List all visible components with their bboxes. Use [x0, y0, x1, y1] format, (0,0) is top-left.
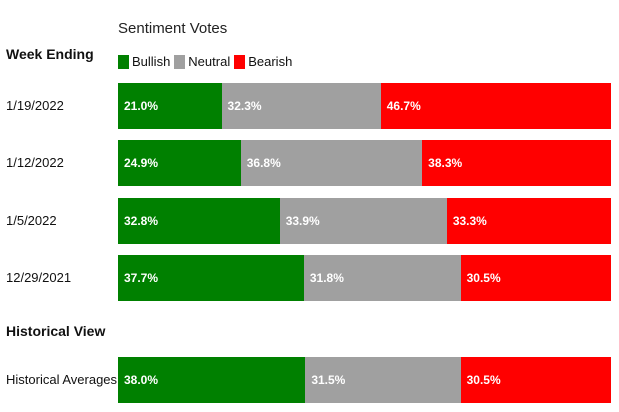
data-label: 31.8%	[309, 271, 344, 285]
bar-row-2: 32.8% 33.9% 33.3%	[118, 198, 611, 244]
data-label: 30.5%	[466, 271, 501, 285]
bar-segment-neutral: 33.9%	[279, 198, 447, 244]
row-label-historical: Historical Averages	[6, 372, 118, 387]
bar-row-3: 37.7% 31.8% 30.5%	[118, 255, 611, 301]
legend-swatch-neutral	[174, 54, 186, 69]
row-label-0: 1/19/2022	[6, 98, 64, 113]
bar-segment-neutral: 31.8%	[303, 255, 461, 301]
legend-label-bearish: Bearish	[248, 54, 293, 69]
bar-segment-bearish: 33.3%	[446, 198, 611, 244]
chart-title: Sentiment Votes	[118, 20, 228, 37]
data-label: 33.3%	[452, 214, 487, 228]
legend-label-neutral: Neutral	[188, 54, 231, 69]
bar-row-1: 24.9% 36.8% 38.3%	[118, 140, 611, 186]
legend-item-bearish: Bearish	[234, 54, 292, 69]
data-label: 32.8%	[124, 214, 159, 228]
bar-row-historical: 38.0% 31.5% 30.5%	[118, 357, 611, 403]
bar-segment-bearish: 46.7%	[380, 83, 611, 129]
legend-label-bullish: Bullish	[132, 54, 171, 69]
bar-segment-bullish: 21.0%	[118, 83, 222, 129]
bar-segment-neutral: 31.5%	[305, 357, 461, 403]
legend-swatch-bearish	[234, 54, 246, 69]
historical-heading: Historical View	[6, 323, 106, 339]
data-label: 24.9%	[124, 156, 159, 170]
legend: Bullish Neutral Bearish	[118, 54, 296, 69]
data-label: 38.0%	[124, 373, 159, 387]
legend-item-neutral: Neutral	[174, 54, 230, 69]
data-label: 46.7%	[386, 99, 421, 113]
bar-segment-neutral: 32.3%	[221, 83, 381, 129]
data-label: 37.7%	[124, 271, 159, 285]
bar-segment-bullish: 24.9%	[118, 140, 241, 186]
data-label: 36.8%	[246, 156, 281, 170]
bar-segment-bearish: 30.5%	[460, 357, 611, 403]
data-label: 21.0%	[124, 99, 159, 113]
legend-swatch-bullish	[118, 54, 129, 69]
data-label: 32.3%	[227, 99, 262, 113]
data-label: 38.3%	[428, 156, 463, 170]
bar-segment-bearish: 38.3%	[422, 140, 611, 186]
bar-segment-neutral: 36.8%	[240, 140, 423, 186]
bar-segment-bullish: 38.0%	[118, 357, 306, 403]
data-label: 33.9%	[285, 214, 320, 228]
data-label: 30.5%	[466, 373, 501, 387]
category-header: Week Ending	[6, 46, 94, 62]
row-label-1: 1/12/2022	[6, 155, 64, 170]
bar-segment-bullish: 32.8%	[118, 198, 280, 244]
data-label: 31.5%	[311, 373, 346, 387]
bar-row-0: 21.0% 32.3% 46.7%	[118, 83, 611, 129]
row-label-2: 1/5/2022	[6, 213, 57, 228]
bar-segment-bullish: 37.7%	[118, 255, 304, 301]
row-label-3: 12/29/2021	[6, 270, 72, 285]
legend-item-bullish: Bullish	[118, 54, 170, 69]
bar-segment-bearish: 30.5%	[460, 255, 611, 301]
